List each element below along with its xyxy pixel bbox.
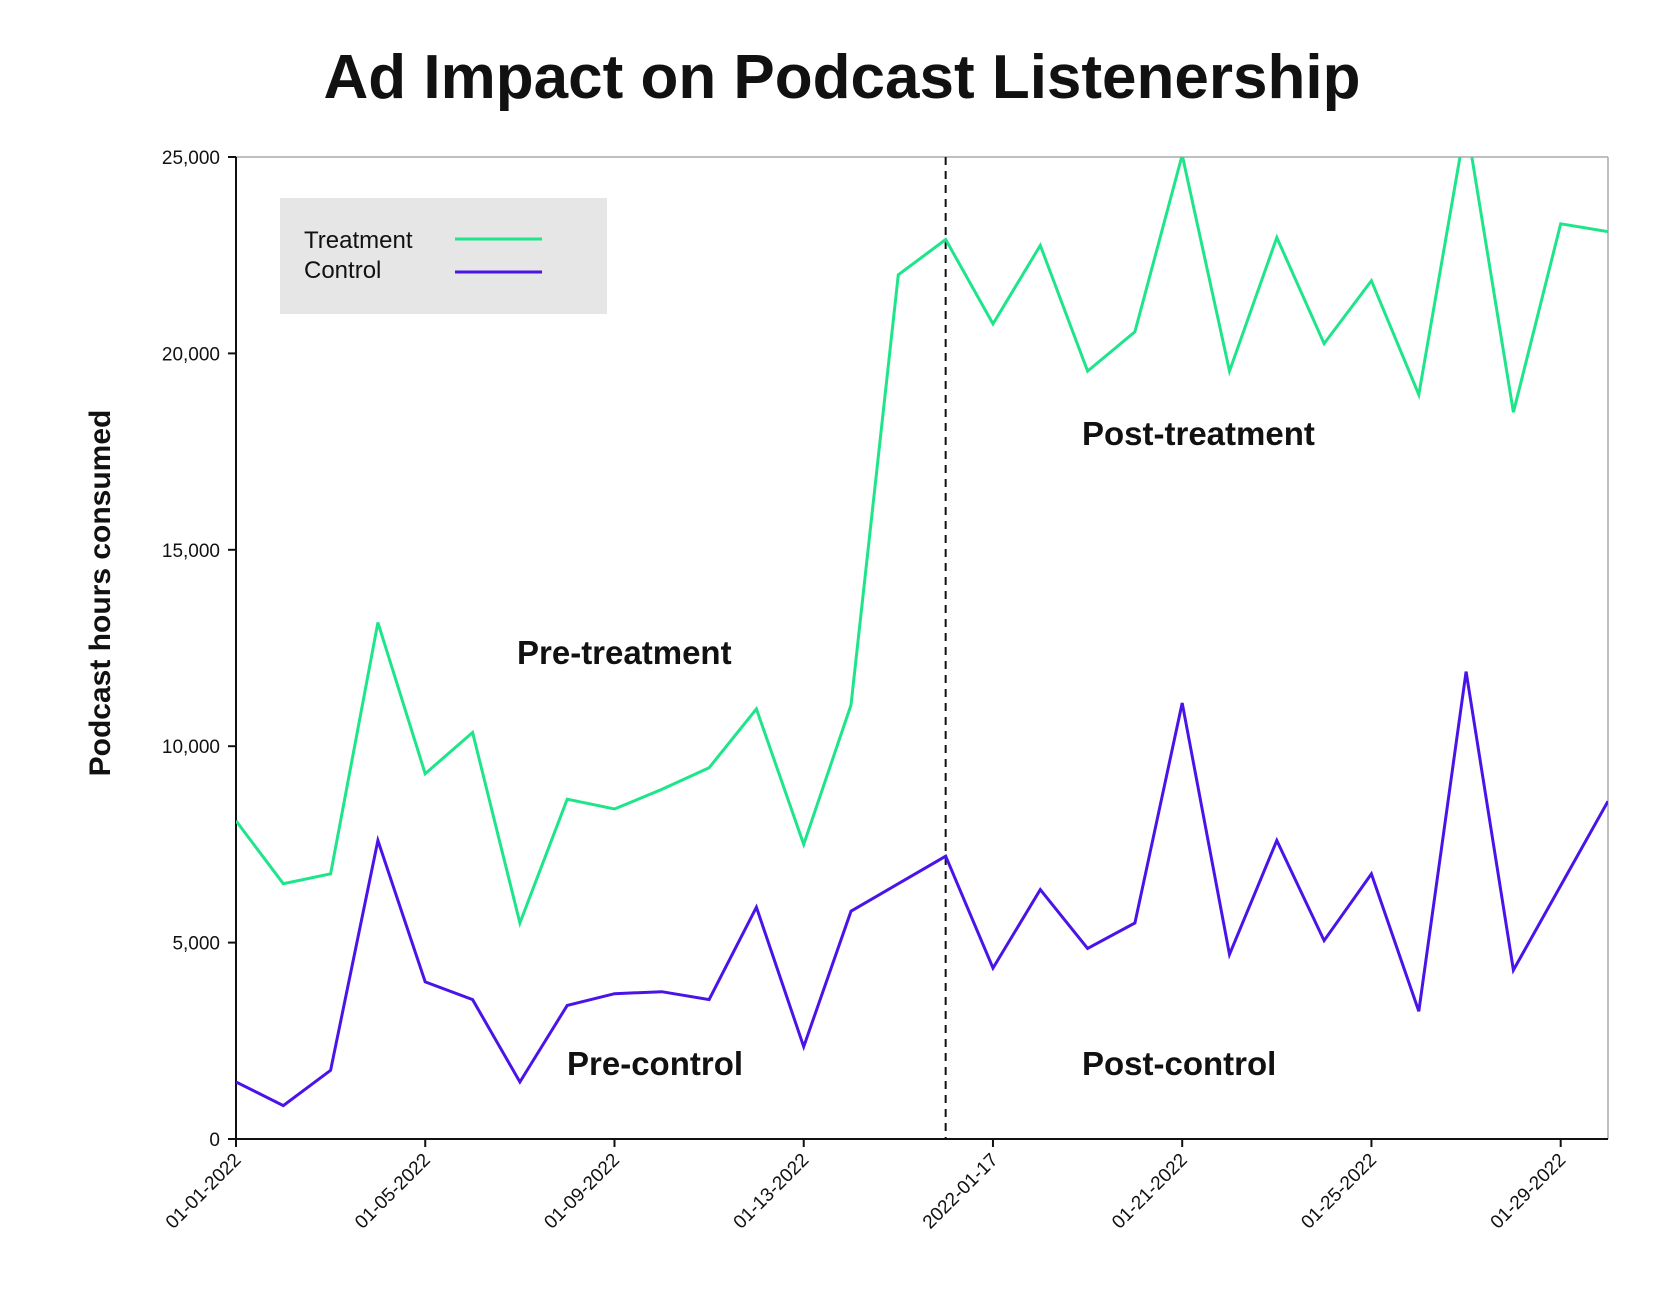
annotation-post-treatment: Post-treatment xyxy=(1082,415,1315,452)
x-tick-label: 01-05-2022 xyxy=(351,1150,435,1234)
chart-title: Ad Impact on Podcast Listenership xyxy=(324,43,1361,112)
y-axis-label: Podcast hours consumed xyxy=(84,410,117,777)
x-tick-label: 01-29-2022 xyxy=(1487,1150,1571,1234)
y-tick-label: 15,000 xyxy=(162,541,220,562)
y-tick-label: 5,000 xyxy=(172,934,220,955)
legend-box xyxy=(280,198,607,314)
annotation-pre-control: Pre-control xyxy=(567,1045,743,1082)
series-line-treatment xyxy=(236,157,1608,928)
legend-label-control: Control xyxy=(304,257,381,284)
series-layer xyxy=(236,157,1608,1108)
y-tick-label: 25,000 xyxy=(162,148,220,169)
x-tick-label: 01-21-2022 xyxy=(1108,1150,1192,1234)
x-tick-label: 01-09-2022 xyxy=(540,1150,624,1234)
plot-area xyxy=(236,157,1608,1139)
series-line-control xyxy=(236,671,1608,1108)
x-tick-label: 01-13-2022 xyxy=(730,1150,814,1234)
annotation-pre-treatment: Pre-treatment xyxy=(517,634,732,671)
x-ticks: 01-01-2022 01-05-2022 01-09-2022 01-13-2022… xyxy=(162,1139,1570,1233)
legend-label-treatment: Treatment xyxy=(304,227,413,254)
y-tick-label: 10,000 xyxy=(162,737,220,758)
legend: Treatment Control xyxy=(280,198,607,314)
x-tick-label: 01-01-2022 xyxy=(162,1150,246,1234)
x-tick-label: 01-25-2022 xyxy=(1297,1150,1381,1234)
y-tick-label: 20,000 xyxy=(162,344,220,365)
y-ticks: 0 5,000 10,000 15,000 20,000 25,000 xyxy=(162,148,236,1151)
y-tick-label: 0 xyxy=(209,1130,220,1151)
annotation-post-control: Post-control xyxy=(1082,1045,1276,1082)
x-tick-label: 2022-01-17 xyxy=(919,1150,1003,1234)
